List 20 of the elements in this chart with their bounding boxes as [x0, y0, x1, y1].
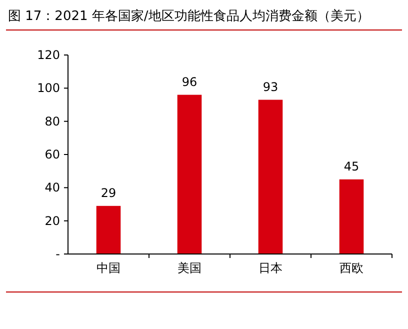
- bar: [258, 100, 283, 254]
- x-tick-label: 中国: [96, 261, 120, 275]
- y-tick-label: -: [56, 247, 60, 261]
- y-tick-label: 60: [44, 148, 60, 162]
- data-label: 96: [182, 74, 198, 89]
- data-label: 29: [100, 186, 116, 200]
- bar: [177, 94, 202, 254]
- y-tick-label: 100: [37, 81, 60, 96]
- y-tick-label: 120: [37, 48, 60, 62]
- bar: [339, 179, 364, 254]
- data-label: 93: [262, 80, 278, 94]
- y-tick-label: 20: [44, 214, 60, 228]
- y-tick-label: 80: [44, 114, 60, 128]
- data-label: 45: [344, 159, 360, 174]
- y-tick-label: 40: [44, 180, 60, 195]
- x-tick-label: 西欧: [340, 261, 364, 275]
- x-tick-label: 日本: [258, 261, 282, 275]
- x-tick-label: 美国: [178, 261, 202, 275]
- chart-title: 图 17：2021 年各国家/地区功能性食品人均消费金额（美元）: [8, 8, 370, 24]
- bar: [96, 206, 121, 254]
